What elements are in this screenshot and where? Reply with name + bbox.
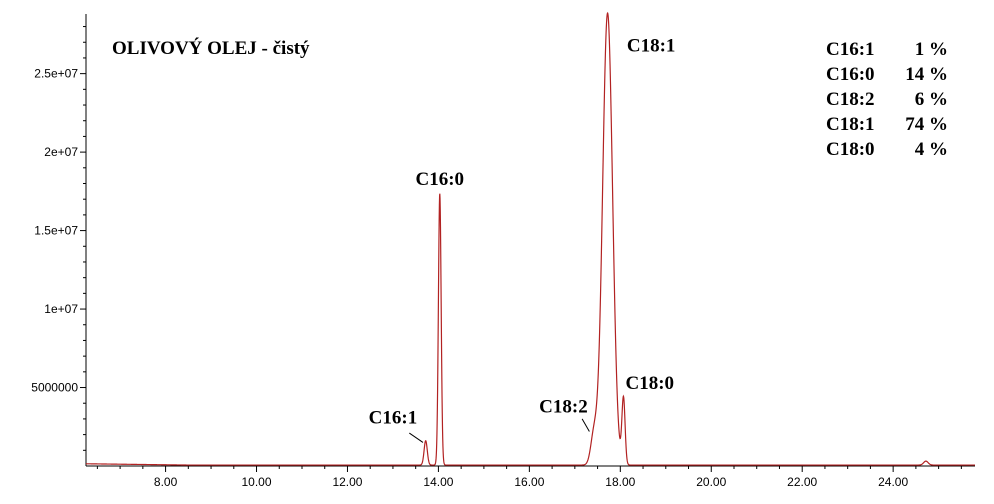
y-tick-label: 2e+07 bbox=[44, 145, 78, 159]
legend-percent: 74 % bbox=[905, 114, 948, 135]
c16-1-leader-line bbox=[409, 432, 424, 443]
peak-label: C18:2 bbox=[539, 397, 588, 418]
legend-percent: 4 % bbox=[915, 139, 948, 160]
legend-compound: C18:0 bbox=[826, 139, 875, 160]
legend-compound: C16:1 bbox=[826, 39, 875, 60]
x-tick-label: 22.00 bbox=[787, 475, 817, 489]
legend-compound: C18:1 bbox=[826, 114, 875, 135]
y-tick-label: 1.5e+07 bbox=[34, 224, 78, 238]
c18-2-leader-line bbox=[581, 418, 590, 432]
y-tick-label: 2.5e+07 bbox=[34, 67, 78, 81]
peak-label: C18:1 bbox=[627, 36, 676, 57]
x-tick-label: 14.00 bbox=[423, 475, 453, 489]
x-tick-label: 24.00 bbox=[878, 475, 908, 489]
peak-labels: C16:0 C18:1 C18:0 C16:1 C18:2 bbox=[369, 36, 676, 443]
legend-percent: 14 % bbox=[905, 64, 948, 85]
composition-legend: C16:1 1 % C16:0 14 % C18:2 6 % C18:1 74 % C18:0 4… bbox=[826, 39, 948, 160]
chart-title: OLIVOVÝ OLEJ - čistý bbox=[112, 37, 310, 59]
y-tick-label: 1e+07 bbox=[44, 302, 78, 316]
peak-label: C16:0 bbox=[415, 169, 464, 190]
legend-compound: C18:2 bbox=[826, 89, 875, 110]
x-tick-label: 16.00 bbox=[514, 475, 544, 489]
chromatogram-trace bbox=[85, 11, 975, 466]
x-tick-label: 10.00 bbox=[242, 475, 272, 489]
legend-percent: 1 % bbox=[915, 39, 948, 60]
x-tick-label: 20.00 bbox=[696, 475, 726, 489]
axes-layer: 5000000 1e+07 1.5e+07 2e+07 2.5e+07 8.00 10.00… bbox=[31, 14, 975, 489]
y-tick-label: 5000000 bbox=[31, 381, 78, 395]
legend-percent: 6 % bbox=[915, 89, 948, 110]
legend-compound: C16:0 bbox=[826, 64, 875, 85]
x-tick-label: 12.00 bbox=[332, 475, 362, 489]
peak-label: C18:0 bbox=[625, 373, 674, 394]
x-tick-label: 8.00 bbox=[154, 475, 178, 489]
x-tick-label: 18.00 bbox=[605, 475, 635, 489]
peak-label: C16:1 bbox=[369, 408, 418, 429]
